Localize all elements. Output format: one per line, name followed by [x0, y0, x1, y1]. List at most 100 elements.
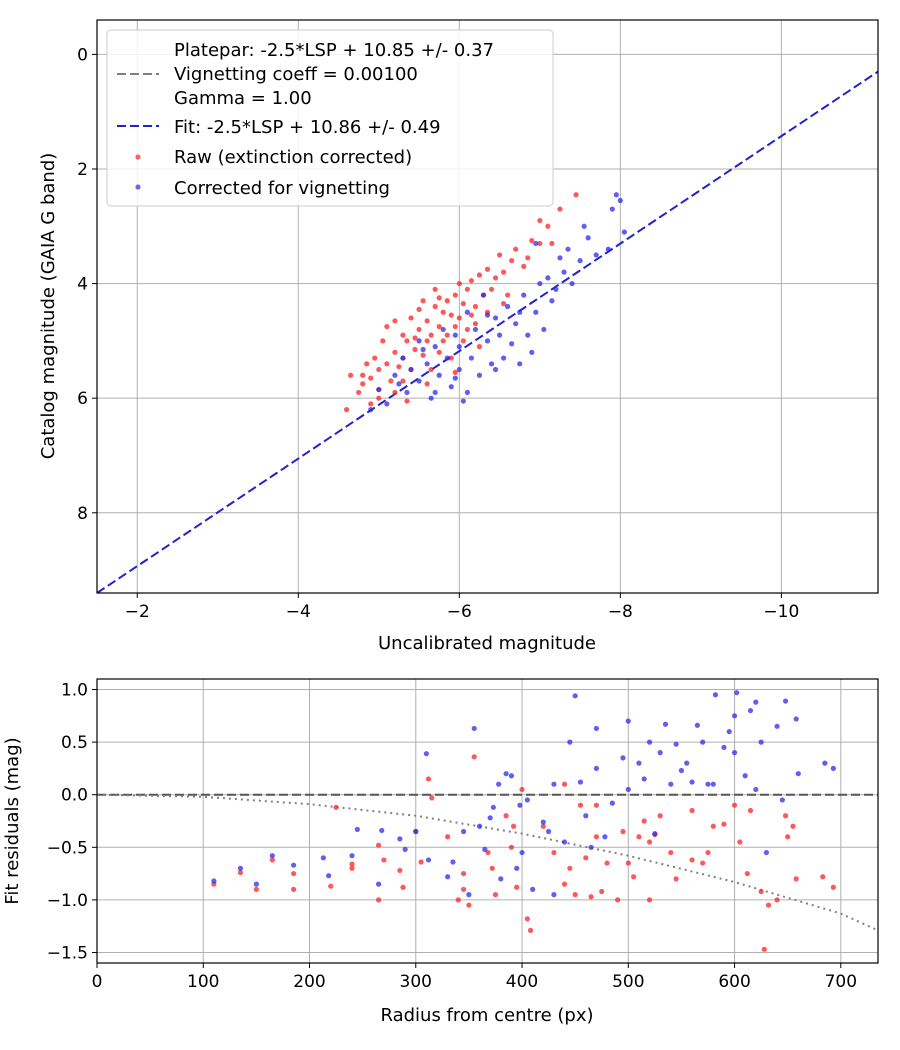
- bottom-point-raw: [820, 874, 826, 880]
- top-scatter-points: [343, 192, 627, 413]
- top-point-corrected: [585, 235, 591, 241]
- bottom-point-corrected: [402, 846, 408, 853]
- top-point-raw: [376, 395, 382, 401]
- top-point-corrected: [456, 366, 462, 373]
- top-point-raw: [488, 286, 495, 292]
- bottom-point-raw: [593, 802, 600, 808]
- top-point-raw: [509, 258, 515, 264]
- top-x-tick-label: −10: [763, 602, 799, 622]
- top-point-raw: [380, 338, 386, 344]
- bottom-point-raw: [593, 834, 600, 840]
- top-point-corrected: [613, 192, 619, 198]
- bottom-point-corrected: [694, 722, 700, 728]
- bottom-point-corrected: [482, 846, 488, 853]
- bottom-point-raw: [689, 807, 695, 814]
- bottom-point-raw: [375, 842, 382, 848]
- bottom-point-raw: [540, 823, 546, 829]
- bottom-point-raw: [657, 813, 663, 819]
- bottom-point-corrected: [684, 760, 690, 766]
- top-point-corrected: [376, 386, 382, 393]
- bottom-point-raw: [721, 821, 727, 827]
- bottom-point-raw: [397, 867, 403, 874]
- bottom-point-raw: [400, 884, 406, 890]
- top-point-corrected: [484, 338, 491, 344]
- bottom-point-raw: [429, 795, 435, 801]
- bottom-point-raw: [485, 849, 491, 856]
- top-point-raw: [456, 315, 462, 321]
- top-fit-lines: [97, 70, 878, 593]
- top-point-raw: [472, 321, 479, 327]
- top-point-raw: [436, 349, 442, 355]
- bottom-point-corrected: [593, 725, 600, 732]
- top-point-corrected: [432, 344, 438, 350]
- bottom-point-raw: [785, 834, 791, 840]
- bottom-plot-panel: 0 100 200 300 400 500 600 700 1.0 0.5 0.0 −0.5 −1.0…: [2, 678, 879, 1026]
- bottom-point-corrected: [326, 873, 332, 879]
- bottom-scatter-points: [211, 690, 836, 952]
- top-point-raw: [384, 323, 390, 330]
- bottom-y-tick-label: 1.0: [61, 681, 88, 701]
- bottom-point-corrected: [620, 755, 626, 761]
- legend-label-raw: Raw (extinction corrected): [174, 147, 412, 168]
- top-line-fit: [97, 70, 878, 593]
- bottom-point-corrected: [747, 707, 754, 714]
- top-point-corrected: [517, 361, 523, 367]
- top-point-corrected: [545, 275, 551, 281]
- top-x-tick-label: −4: [286, 602, 311, 622]
- bottom-point-raw: [790, 823, 796, 829]
- bottom-y-ticks: 1.0 0.5 0.0 −0.5 −1.0 −1.5: [47, 681, 97, 963]
- bottom-point-raw: [737, 839, 743, 845]
- bottom-point-corrected: [763, 849, 770, 856]
- top-point-raw: [356, 389, 362, 396]
- bottom-x-tick-label: 500: [612, 972, 644, 992]
- bottom-point-corrected: [712, 692, 719, 698]
- top-point-raw: [360, 381, 366, 387]
- top-point-raw: [460, 338, 466, 344]
- top-point-raw: [343, 407, 350, 413]
- top-point-raw: [424, 381, 430, 387]
- bottom-point-corrected: [678, 767, 685, 774]
- bottom-point-corrected: [753, 699, 759, 705]
- bottom-point-raw: [489, 865, 495, 871]
- bottom-point-corrected: [496, 781, 502, 787]
- top-point-raw: [392, 318, 398, 324]
- top-point-raw: [492, 275, 499, 281]
- top-point-corrected: [492, 315, 499, 321]
- bottom-point-raw: [588, 894, 594, 900]
- top-point-raw: [432, 286, 438, 292]
- bottom-y-tick-label: −1.5: [47, 943, 88, 963]
- bottom-point-corrected: [530, 886, 536, 892]
- bottom-point-corrected: [830, 765, 836, 772]
- bottom-y-tick-label: 0.5: [61, 733, 88, 753]
- top-point-raw: [444, 332, 450, 338]
- top-point-corrected: [452, 375, 458, 381]
- top-point-corrected: [501, 355, 507, 361]
- bottom-point-raw: [646, 897, 653, 903]
- bottom-y-tick-label: −0.5: [47, 838, 88, 858]
- bottom-point-raw: [636, 834, 642, 840]
- bottom-point-corrected: [551, 781, 557, 787]
- top-point-corrected: [537, 280, 543, 287]
- top-point-corrected: [577, 258, 583, 264]
- top-point-corrected: [432, 389, 438, 396]
- top-point-raw: [529, 238, 535, 244]
- top-point-raw: [416, 306, 422, 312]
- top-point-raw: [412, 335, 418, 341]
- bottom-point-raw: [381, 857, 387, 863]
- bottom-point-corrected: [625, 718, 631, 724]
- top-point-raw: [472, 303, 479, 310]
- bottom-point-raw: [333, 804, 339, 810]
- top-point-corrected: [541, 326, 547, 333]
- legend-swatch-raw: [135, 154, 141, 160]
- bottom-y-tick-label: −1.0: [47, 891, 88, 911]
- bottom-x-tick-label: 200: [293, 972, 325, 992]
- top-point-corrected: [448, 384, 454, 390]
- bottom-point-raw: [290, 886, 297, 892]
- top-point-corrected: [517, 309, 523, 315]
- top-point-corrected: [468, 355, 474, 361]
- top-point-corrected: [557, 255, 563, 261]
- top-point-raw: [464, 326, 470, 333]
- bottom-point-corrected: [379, 827, 385, 834]
- top-point-raw: [400, 332, 406, 338]
